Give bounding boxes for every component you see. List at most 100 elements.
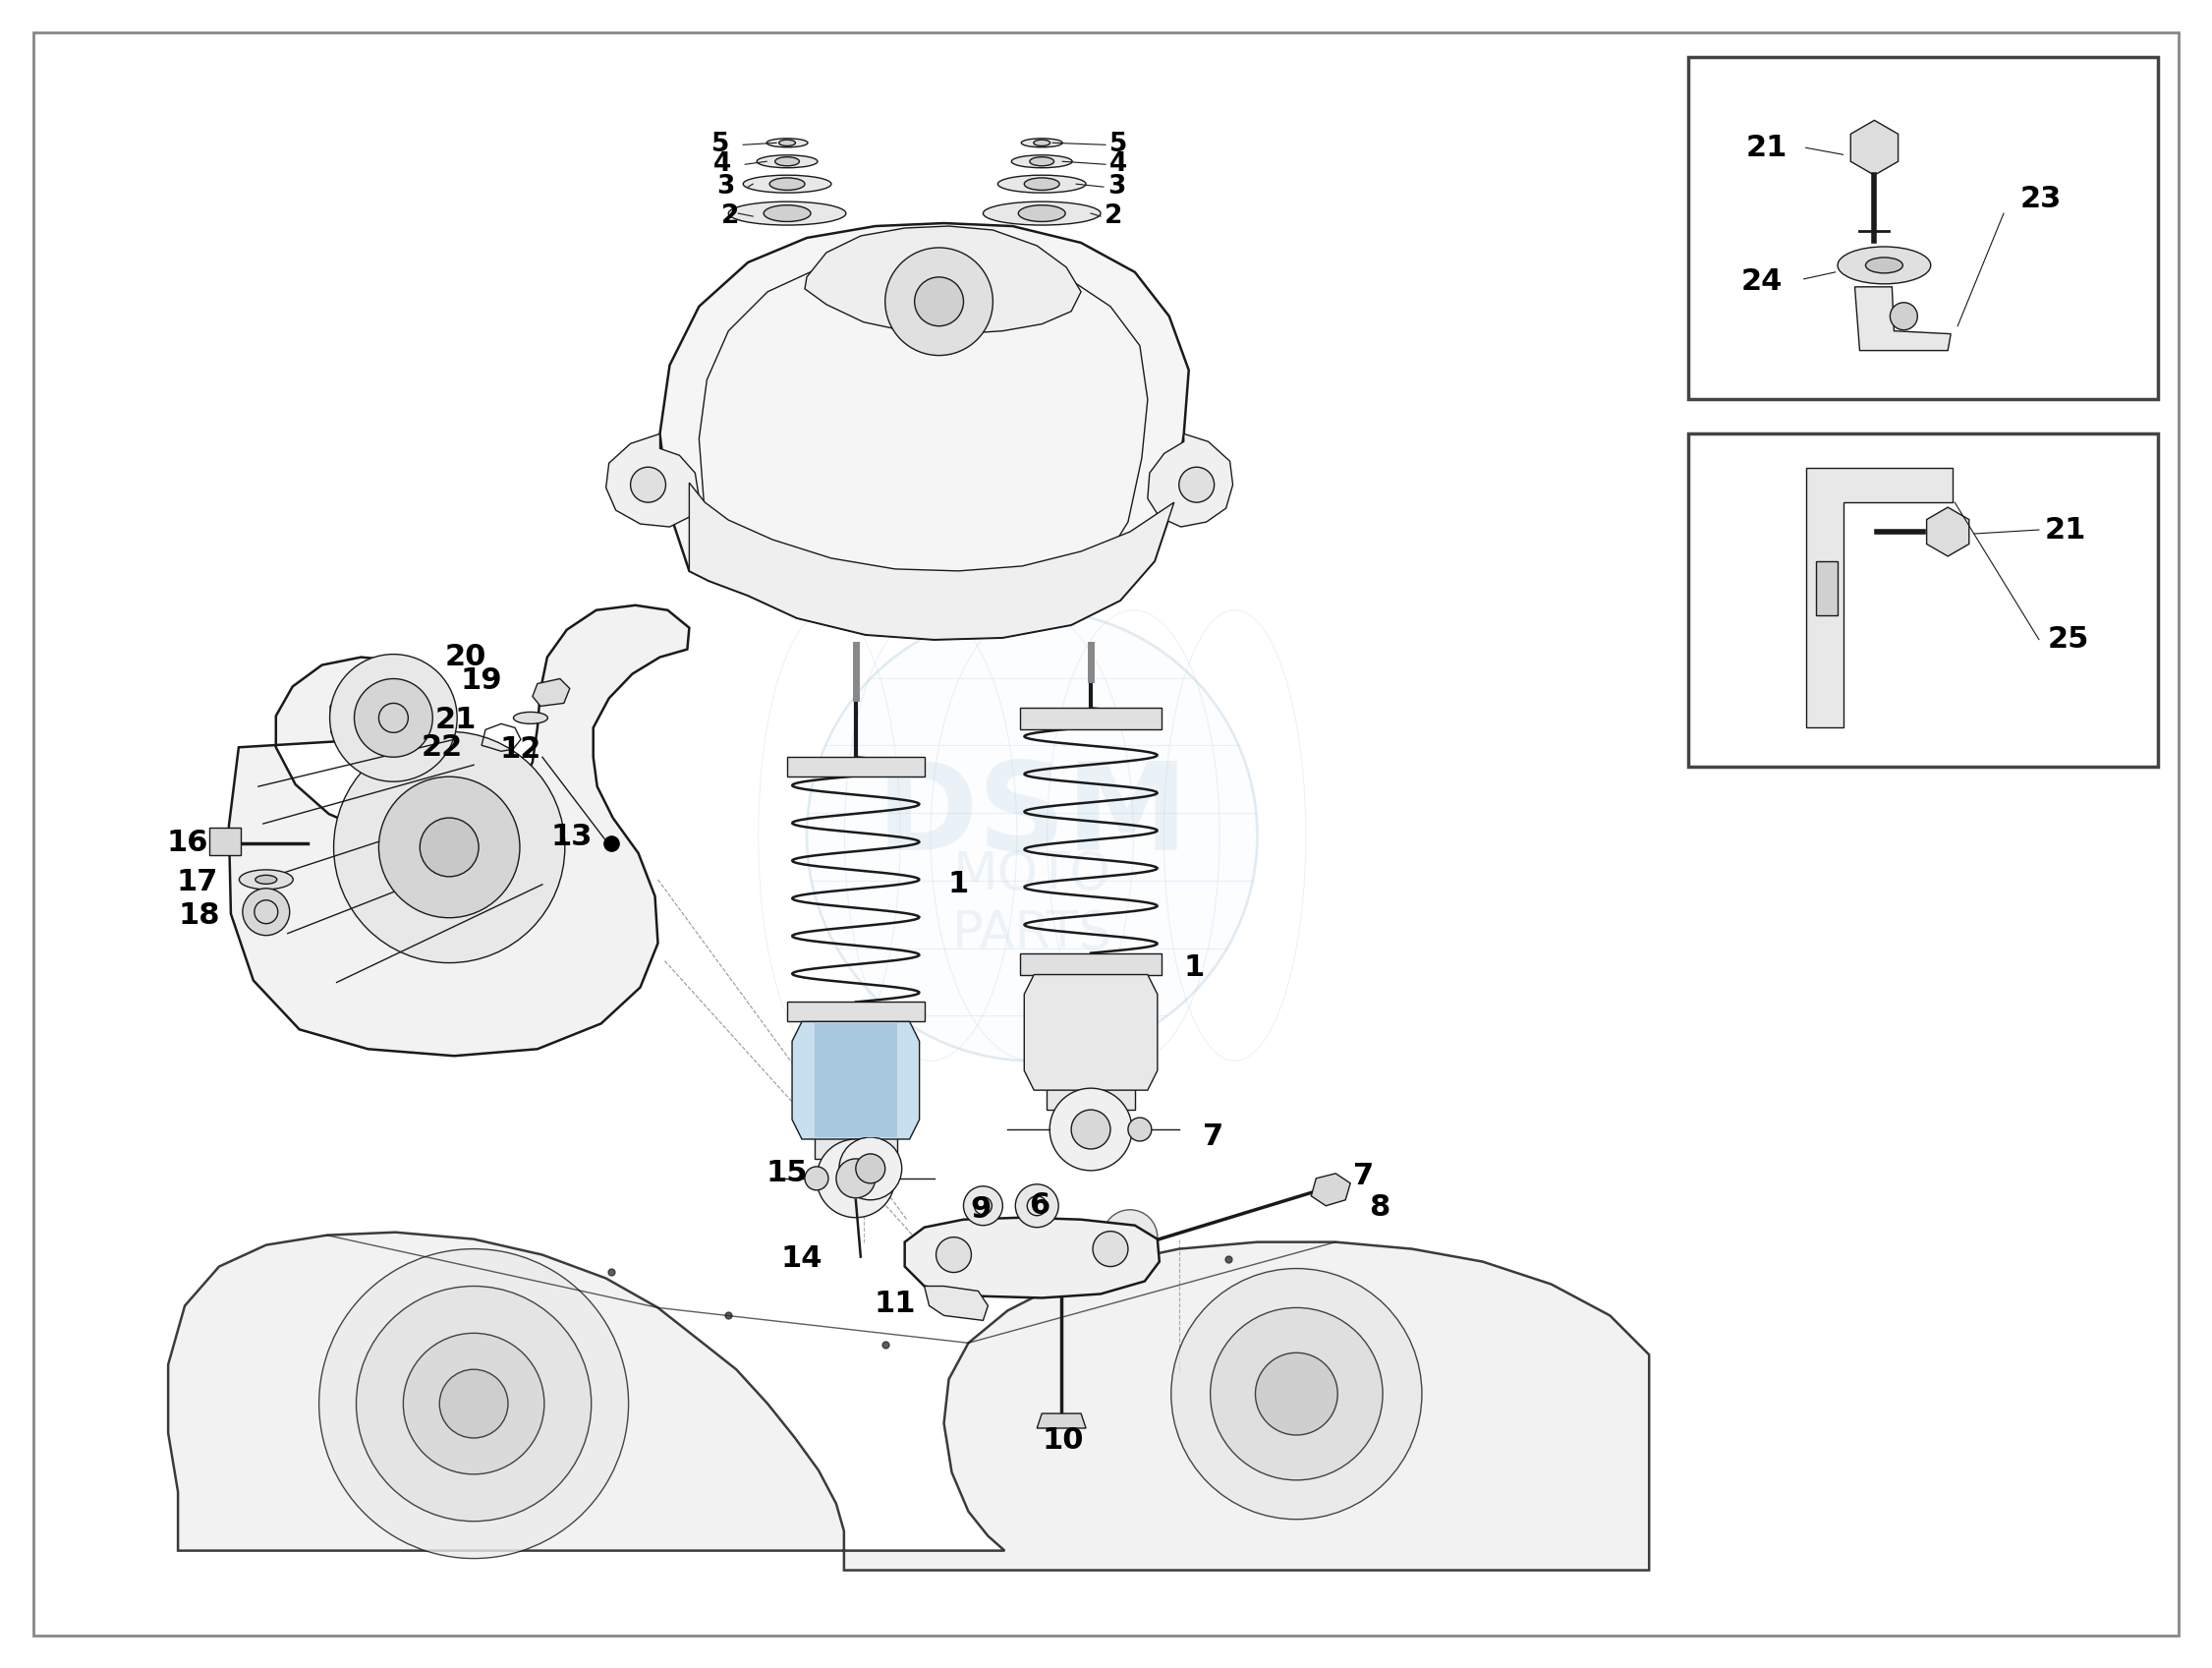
- Circle shape: [838, 1138, 902, 1199]
- Text: 2: 2: [721, 203, 739, 229]
- Polygon shape: [925, 1286, 989, 1321]
- Ellipse shape: [770, 178, 805, 190]
- Circle shape: [420, 817, 478, 877]
- Polygon shape: [659, 224, 1188, 639]
- Polygon shape: [1020, 709, 1161, 729]
- Bar: [1688, 57, 2159, 400]
- Circle shape: [440, 1369, 509, 1438]
- Polygon shape: [1024, 974, 1157, 1091]
- Text: 3: 3: [1108, 173, 1126, 200]
- Text: 13: 13: [551, 824, 593, 852]
- Polygon shape: [1312, 1174, 1349, 1206]
- Polygon shape: [1805, 469, 1953, 727]
- Circle shape: [836, 1159, 876, 1198]
- Text: 11: 11: [874, 1289, 916, 1318]
- Polygon shape: [1020, 952, 1161, 974]
- Polygon shape: [690, 482, 1175, 639]
- Text: 12: 12: [500, 736, 542, 764]
- Bar: [1816, 560, 1838, 615]
- Circle shape: [936, 1238, 971, 1273]
- Circle shape: [1051, 1088, 1133, 1171]
- Polygon shape: [168, 1233, 1650, 1570]
- Text: 9: 9: [971, 1196, 991, 1224]
- Bar: [210, 827, 241, 856]
- Circle shape: [330, 654, 458, 782]
- Circle shape: [356, 1286, 591, 1521]
- Ellipse shape: [1011, 155, 1073, 168]
- Polygon shape: [787, 757, 925, 777]
- Circle shape: [816, 1139, 896, 1218]
- Ellipse shape: [239, 869, 292, 889]
- Circle shape: [805, 1166, 827, 1191]
- Circle shape: [856, 1154, 885, 1183]
- Text: 4: 4: [1108, 152, 1128, 177]
- Text: 15: 15: [765, 1159, 807, 1188]
- Polygon shape: [228, 605, 690, 1056]
- Ellipse shape: [1865, 257, 1902, 274]
- Polygon shape: [1148, 434, 1232, 527]
- Text: 21: 21: [1745, 133, 1787, 162]
- Circle shape: [1093, 1231, 1128, 1266]
- Polygon shape: [1851, 120, 1898, 175]
- Polygon shape: [606, 434, 699, 527]
- Ellipse shape: [768, 138, 807, 147]
- Ellipse shape: [1838, 247, 1931, 284]
- Polygon shape: [1927, 507, 1969, 555]
- Polygon shape: [905, 1218, 1159, 1298]
- Circle shape: [964, 1186, 1002, 1226]
- Ellipse shape: [1031, 157, 1053, 165]
- Circle shape: [1170, 1268, 1422, 1520]
- Ellipse shape: [757, 155, 818, 168]
- Text: 21: 21: [2044, 515, 2086, 544]
- Circle shape: [334, 732, 564, 962]
- Circle shape: [243, 889, 290, 936]
- Circle shape: [319, 1249, 628, 1558]
- Circle shape: [1210, 1308, 1382, 1480]
- Text: 2: 2: [1104, 203, 1121, 229]
- Polygon shape: [533, 679, 571, 706]
- Text: 4: 4: [714, 152, 732, 177]
- Text: 6: 6: [1029, 1191, 1051, 1219]
- Ellipse shape: [779, 140, 796, 145]
- Ellipse shape: [513, 712, 549, 724]
- Polygon shape: [814, 1024, 896, 1138]
- Bar: [1688, 434, 2159, 767]
- Text: 5: 5: [1108, 132, 1128, 157]
- Polygon shape: [787, 1002, 925, 1021]
- Text: MOTO
PARTS: MOTO PARTS: [951, 849, 1113, 959]
- Ellipse shape: [1033, 140, 1051, 145]
- Ellipse shape: [254, 876, 276, 884]
- Text: 10: 10: [1042, 1426, 1084, 1454]
- Text: 1: 1: [1183, 954, 1203, 982]
- Text: 3: 3: [717, 173, 734, 200]
- Text: 19: 19: [460, 667, 502, 696]
- Text: 24: 24: [1741, 267, 1783, 297]
- Ellipse shape: [1024, 178, 1060, 190]
- Ellipse shape: [1022, 138, 1062, 147]
- Text: 18: 18: [179, 901, 221, 931]
- Circle shape: [807, 610, 1256, 1061]
- Circle shape: [1256, 1353, 1338, 1434]
- Text: 14: 14: [781, 1244, 823, 1273]
- Circle shape: [914, 277, 964, 325]
- Circle shape: [403, 1333, 544, 1475]
- Circle shape: [1102, 1209, 1157, 1264]
- Polygon shape: [805, 227, 1082, 334]
- Circle shape: [885, 247, 993, 355]
- Ellipse shape: [728, 202, 845, 225]
- Text: 23: 23: [2020, 185, 2062, 214]
- Circle shape: [354, 679, 434, 757]
- Text: 8: 8: [1369, 1194, 1389, 1223]
- Text: 7: 7: [1203, 1123, 1223, 1151]
- Text: 5: 5: [712, 132, 730, 157]
- Ellipse shape: [998, 175, 1086, 193]
- Circle shape: [1128, 1118, 1152, 1141]
- Polygon shape: [1037, 1413, 1086, 1428]
- Ellipse shape: [763, 205, 810, 222]
- Text: 16: 16: [166, 829, 208, 857]
- Circle shape: [378, 777, 520, 917]
- Text: 21: 21: [436, 706, 478, 734]
- Text: 22: 22: [422, 732, 462, 762]
- Circle shape: [1071, 1109, 1110, 1149]
- Circle shape: [630, 467, 666, 502]
